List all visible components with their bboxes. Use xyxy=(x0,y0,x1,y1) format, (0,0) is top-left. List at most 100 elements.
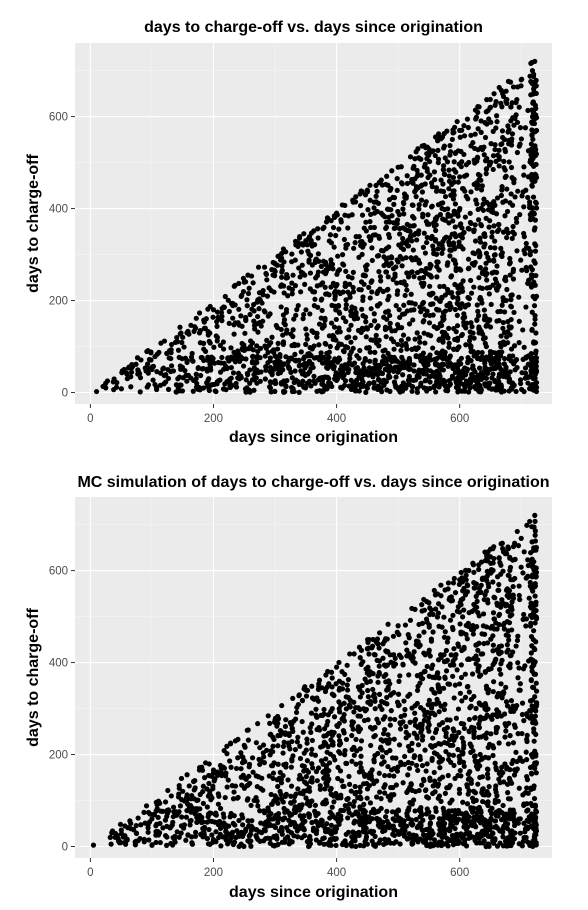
scatter-point xyxy=(359,251,365,258)
scatter-point xyxy=(524,757,530,763)
scatter-point xyxy=(416,260,422,266)
scatter-point xyxy=(445,843,451,849)
scatter-point xyxy=(507,653,513,659)
scatter-point xyxy=(383,334,389,340)
scatter-point xyxy=(464,784,470,790)
scatter-point xyxy=(383,219,389,225)
scatter-point xyxy=(372,706,378,712)
scatter-point xyxy=(514,528,520,535)
scatter-point xyxy=(371,757,377,763)
scatter-point xyxy=(372,349,378,355)
scatter-point xyxy=(491,91,497,97)
scatter-point xyxy=(506,159,512,165)
scatter-point xyxy=(383,269,390,275)
scatter-point xyxy=(430,701,436,708)
scatter-point xyxy=(303,326,309,332)
scatter-point xyxy=(325,718,331,725)
scatter-point xyxy=(455,295,461,301)
scatter-point xyxy=(507,332,513,338)
scatter-point xyxy=(452,735,458,741)
scatter-point xyxy=(494,600,500,606)
scatter-point xyxy=(437,283,443,290)
scatter-point xyxy=(395,623,401,629)
scatter-point xyxy=(397,231,403,237)
scatter-point xyxy=(472,369,478,375)
scatter-point xyxy=(396,742,403,748)
scatter-point xyxy=(494,318,500,324)
scatter-point xyxy=(301,813,307,819)
scatter-point xyxy=(135,368,141,374)
scatter-point xyxy=(459,575,465,581)
scatter-point xyxy=(158,340,164,346)
scatter-point xyxy=(412,718,418,724)
scatter-point xyxy=(475,109,481,115)
scatter-point xyxy=(511,309,517,316)
scatter-point xyxy=(414,687,421,694)
scatter-point xyxy=(201,827,207,833)
scatter-point xyxy=(231,331,237,337)
scatter-point xyxy=(200,783,206,789)
scatter-point xyxy=(514,637,521,644)
scatter-point xyxy=(487,244,494,251)
scatter-point xyxy=(493,765,499,771)
y-tick-label: 200 xyxy=(49,296,68,308)
scatter-point xyxy=(425,702,431,708)
scatter-point xyxy=(239,340,245,347)
scatter-point xyxy=(437,321,443,327)
scatter-point xyxy=(333,316,339,323)
scatter-point xyxy=(221,814,227,820)
scatter-point xyxy=(465,225,471,232)
scatter-point xyxy=(415,839,421,845)
scatter-point xyxy=(490,153,497,159)
scatter-point xyxy=(248,802,254,809)
scatter-point xyxy=(382,727,388,733)
scatter-point xyxy=(321,360,327,366)
scatter-point xyxy=(500,802,506,809)
scatter-point xyxy=(446,242,453,248)
scatter-point xyxy=(498,643,505,649)
scatter-point xyxy=(365,687,371,694)
scatter-point xyxy=(238,293,244,299)
scatter-point xyxy=(165,386,172,392)
scatter-point xyxy=(240,754,246,760)
scatter-point xyxy=(519,267,525,273)
scatter-point xyxy=(528,141,534,147)
scatter-point xyxy=(528,677,534,683)
scatter-point xyxy=(245,823,252,830)
scatter-point xyxy=(221,366,227,372)
scatter-point xyxy=(463,162,469,168)
scatter-point xyxy=(466,389,472,395)
scatter-point xyxy=(454,831,460,837)
scatter-point xyxy=(504,642,510,648)
scatter-point xyxy=(516,340,522,346)
scatter-point xyxy=(311,343,317,349)
scatter-point xyxy=(532,671,539,677)
scatter-point xyxy=(507,834,514,840)
scatter-point xyxy=(331,366,337,372)
scatter-point xyxy=(418,358,424,364)
scatter-point xyxy=(486,317,492,323)
scatter-point xyxy=(465,791,471,797)
scatter-point xyxy=(503,632,509,638)
scatter-point xyxy=(416,206,422,212)
scatter-point xyxy=(449,373,456,379)
scatter-point xyxy=(381,254,387,260)
scatter-point xyxy=(275,783,281,790)
scatter-point xyxy=(257,298,264,304)
scatter-point xyxy=(434,355,440,361)
scatter-point xyxy=(207,788,213,795)
scatter-point xyxy=(332,376,338,382)
scatter-point xyxy=(418,183,424,189)
scatter-point xyxy=(532,248,539,254)
scatter-point xyxy=(447,143,453,149)
scatter-point xyxy=(421,306,427,312)
scatter-point xyxy=(446,808,452,814)
scatter-point xyxy=(374,253,381,259)
scatter-point xyxy=(468,703,474,709)
scatter-point xyxy=(503,373,509,379)
scatter-point xyxy=(355,713,361,719)
scatter-point xyxy=(332,296,338,302)
scatter-point xyxy=(403,823,410,829)
scatter-point xyxy=(266,821,273,827)
scatter-point xyxy=(412,336,418,342)
